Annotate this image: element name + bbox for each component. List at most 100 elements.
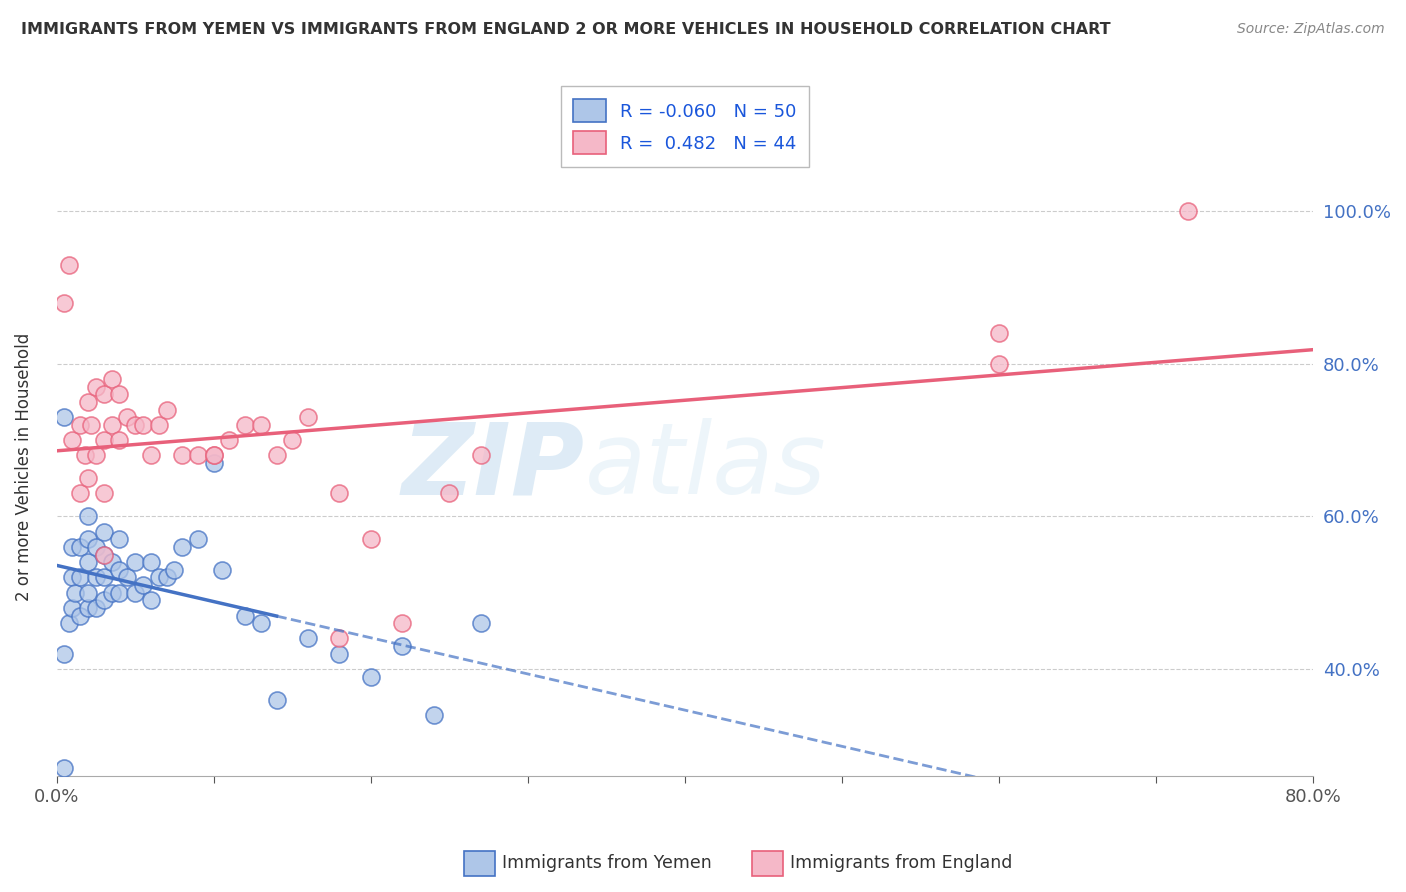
Point: [139, 448, 162, 462]
Point: [84, 540, 107, 554]
Point: [132, 578, 155, 592]
Text: Immigrants from Yemen: Immigrants from Yemen: [502, 855, 711, 872]
Point: [84, 601, 107, 615]
Point: [1177, 204, 1199, 219]
Point: [211, 563, 233, 577]
Text: ZIP: ZIP: [401, 418, 585, 516]
Point: [69, 417, 91, 432]
Point: [132, 417, 155, 432]
Point: [360, 670, 382, 684]
Text: Source: ZipAtlas.com: Source: ZipAtlas.com: [1237, 22, 1385, 37]
Point: [100, 417, 122, 432]
Point: [422, 707, 444, 722]
Point: [297, 632, 319, 646]
Point: [148, 417, 170, 432]
Point: [108, 433, 131, 447]
Point: [124, 417, 146, 432]
Point: [233, 417, 256, 432]
Point: [117, 570, 139, 584]
Point: [77, 555, 100, 569]
Point: [93, 548, 115, 562]
Point: [391, 639, 413, 653]
Point: [172, 540, 194, 554]
Point: [69, 570, 91, 584]
Point: [84, 448, 107, 462]
Point: [60, 570, 83, 584]
Point: [155, 402, 177, 417]
Point: [100, 372, 122, 386]
Point: [202, 456, 225, 470]
Point: [281, 433, 304, 447]
Point: [58, 616, 80, 631]
Point: [328, 647, 350, 661]
Legend: R = -0.060   N = 50, R =  0.482   N = 44: R = -0.060 N = 50, R = 0.482 N = 44: [561, 87, 810, 167]
Point: [77, 509, 100, 524]
Point: [139, 555, 162, 569]
Point: [69, 540, 91, 554]
Text: Immigrants from England: Immigrants from England: [790, 855, 1012, 872]
Point: [73, 448, 96, 462]
Point: [77, 471, 100, 485]
Point: [117, 410, 139, 425]
Point: [80, 417, 103, 432]
Point: [93, 486, 115, 500]
Point: [266, 448, 288, 462]
Point: [69, 486, 91, 500]
Point: [233, 608, 256, 623]
Point: [360, 533, 382, 547]
Point: [155, 570, 177, 584]
Point: [187, 448, 209, 462]
Point: [187, 533, 209, 547]
Point: [202, 448, 225, 462]
Point: [53, 647, 76, 661]
Point: [93, 433, 115, 447]
Point: [100, 555, 122, 569]
Point: [60, 540, 83, 554]
Point: [69, 608, 91, 623]
Point: [93, 593, 115, 607]
Point: [163, 563, 186, 577]
Point: [108, 563, 131, 577]
Point: [84, 379, 107, 393]
Point: [439, 486, 461, 500]
Point: [60, 433, 83, 447]
Point: [60, 601, 83, 615]
Point: [65, 585, 87, 599]
Point: [202, 448, 225, 462]
Point: [93, 570, 115, 584]
Point: [93, 548, 115, 562]
Point: [124, 585, 146, 599]
Point: [124, 555, 146, 569]
Point: [93, 387, 115, 401]
Point: [108, 387, 131, 401]
Point: [297, 410, 319, 425]
Point: [250, 616, 273, 631]
Point: [58, 258, 80, 272]
Point: [77, 533, 100, 547]
Point: [328, 486, 350, 500]
Point: [53, 410, 76, 425]
Point: [77, 395, 100, 409]
Point: [139, 593, 162, 607]
Point: [988, 357, 1011, 371]
Point: [93, 524, 115, 539]
Point: [77, 601, 100, 615]
Point: [53, 761, 76, 775]
Point: [148, 570, 170, 584]
Point: [266, 692, 288, 706]
Point: [470, 616, 492, 631]
Point: [172, 448, 194, 462]
Point: [470, 448, 492, 462]
Y-axis label: 2 or more Vehicles in Household: 2 or more Vehicles in Household: [15, 333, 32, 601]
Point: [53, 295, 76, 310]
Point: [77, 585, 100, 599]
Point: [328, 632, 350, 646]
Text: atlas: atlas: [585, 418, 827, 516]
Text: IMMIGRANTS FROM YEMEN VS IMMIGRANTS FROM ENGLAND 2 OR MORE VEHICLES IN HOUSEHOLD: IMMIGRANTS FROM YEMEN VS IMMIGRANTS FROM…: [21, 22, 1111, 37]
Point: [250, 417, 273, 432]
Point: [108, 533, 131, 547]
Point: [988, 326, 1011, 341]
Point: [218, 433, 240, 447]
Point: [391, 616, 413, 631]
Point: [84, 570, 107, 584]
